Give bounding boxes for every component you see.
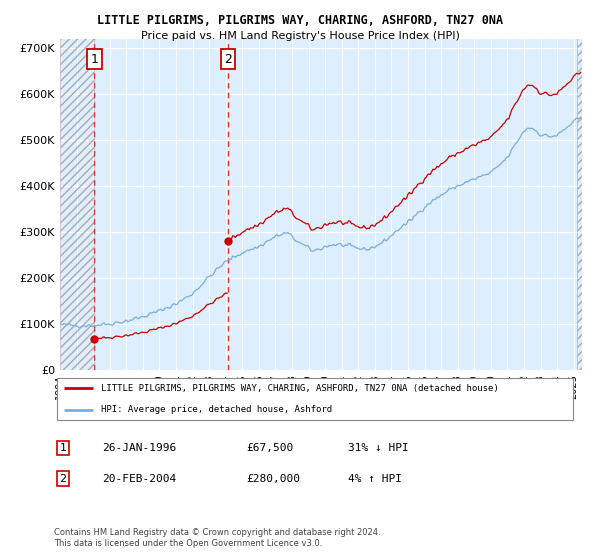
FancyBboxPatch shape <box>56 377 574 421</box>
Text: 26-JAN-1996: 26-JAN-1996 <box>102 443 176 453</box>
Text: 2: 2 <box>224 53 232 66</box>
Text: LITTLE PILGRIMS, PILGRIMS WAY, CHARING, ASHFORD, TN27 0NA: LITTLE PILGRIMS, PILGRIMS WAY, CHARING, … <box>97 14 503 27</box>
Text: £67,500: £67,500 <box>246 443 293 453</box>
Text: Contains HM Land Registry data © Crown copyright and database right 2024.
This d: Contains HM Land Registry data © Crown c… <box>54 528 380 548</box>
Text: HPI: Average price, detached house, Ashford: HPI: Average price, detached house, Ashf… <box>101 405 332 414</box>
Text: Price paid vs. HM Land Registry's House Price Index (HPI): Price paid vs. HM Land Registry's House … <box>140 31 460 41</box>
Text: LITTLE PILGRIMS, PILGRIMS WAY, CHARING, ASHFORD, TN27 0NA (detached house): LITTLE PILGRIMS, PILGRIMS WAY, CHARING, … <box>101 384 499 393</box>
Text: 4% ↑ HPI: 4% ↑ HPI <box>348 474 402 484</box>
Bar <box>60 35 94 370</box>
Text: 1: 1 <box>59 443 67 453</box>
Text: 2: 2 <box>59 474 67 484</box>
Text: 20-FEB-2004: 20-FEB-2004 <box>102 474 176 484</box>
Text: £280,000: £280,000 <box>246 474 300 484</box>
Text: 31% ↓ HPI: 31% ↓ HPI <box>348 443 409 453</box>
Bar <box>577 35 593 370</box>
Text: 1: 1 <box>91 53 98 66</box>
